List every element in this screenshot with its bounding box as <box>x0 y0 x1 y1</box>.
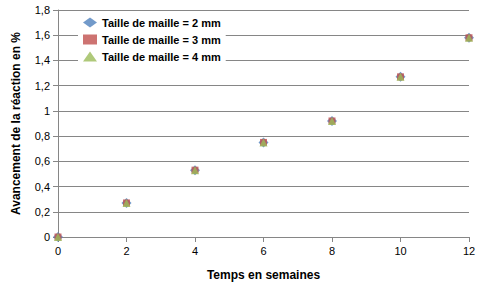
svg-text:Avancement de la réaction en %: Avancement de la réaction en % <box>9 32 23 215</box>
svg-text:8: 8 <box>329 245 335 257</box>
svg-text:0: 0 <box>44 231 50 243</box>
svg-text:1: 1 <box>44 105 50 117</box>
svg-text:12: 12 <box>463 245 475 257</box>
svg-text:Taille de maille = 3 mm: Taille de maille = 3 mm <box>102 34 221 46</box>
svg-text:0: 0 <box>55 245 61 257</box>
svg-text:1,2: 1,2 <box>35 80 50 92</box>
svg-text:Taille de maille = 2 mm: Taille de maille = 2 mm <box>102 17 221 29</box>
svg-text:0,6: 0,6 <box>35 155 50 167</box>
svg-text:0,4: 0,4 <box>35 181 50 193</box>
svg-text:Taille de maille = 4 mm: Taille de maille = 4 mm <box>102 51 221 63</box>
svg-text:6: 6 <box>260 245 266 257</box>
svg-text:1,4: 1,4 <box>35 54 50 66</box>
svg-text:0,8: 0,8 <box>35 130 50 142</box>
svg-text:2: 2 <box>123 245 129 257</box>
svg-text:10: 10 <box>394 245 406 257</box>
svg-text:1,8: 1,8 <box>35 4 50 16</box>
svg-text:4: 4 <box>192 245 198 257</box>
svg-text:Temps en semaines: Temps en semaines <box>207 268 320 282</box>
svg-text:1,6: 1,6 <box>35 29 50 41</box>
svg-text:0,2: 0,2 <box>35 206 50 218</box>
